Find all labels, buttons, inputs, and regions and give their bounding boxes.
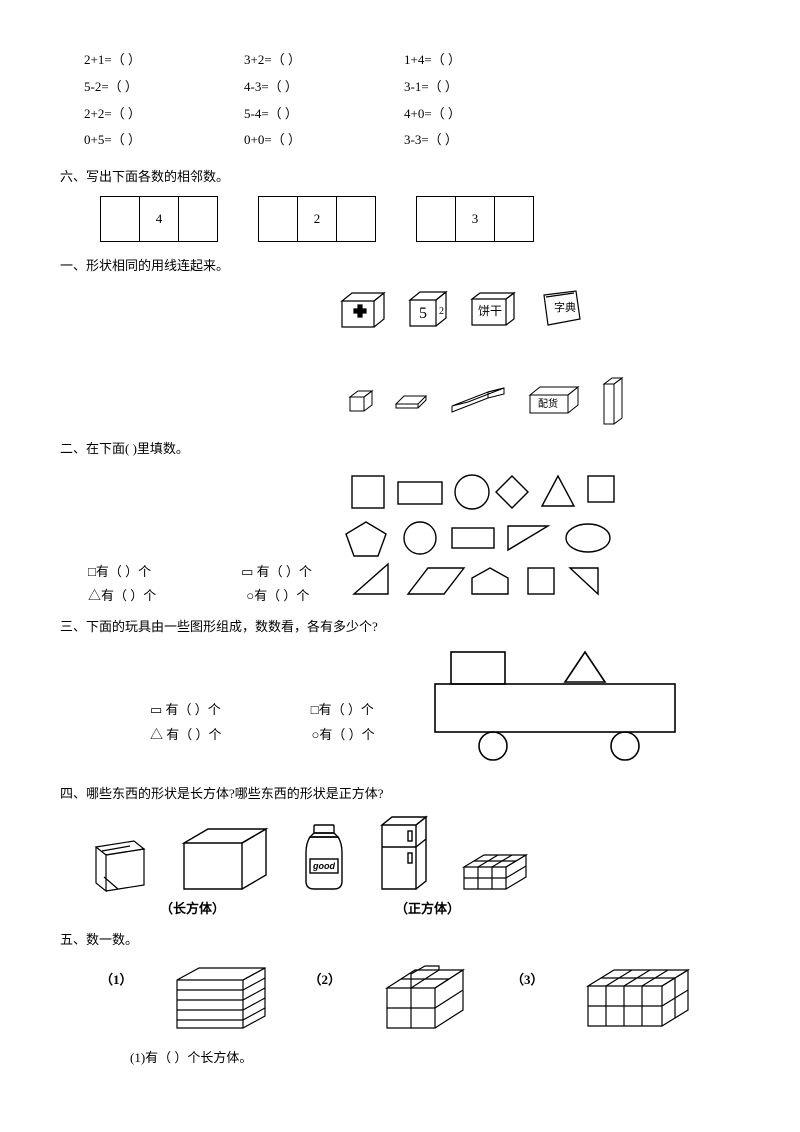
eq: 1+4=（ ） [404, 50, 564, 71]
medicine-box-icon [340, 289, 386, 329]
count-square: □有（ ）个 [311, 700, 374, 721]
toy-train-icon [425, 646, 685, 766]
slab-stack-icon [173, 966, 269, 1032]
eq: 3-1=（ ） [404, 77, 564, 98]
neighbor-row: 4 2 3 [100, 196, 740, 242]
eq: 0+5=（ ） [84, 130, 244, 151]
long-slant-box-icon [448, 386, 508, 416]
sec5-num3: （3） [511, 970, 544, 991]
jar-icon: good [300, 823, 348, 893]
count-rect: ▭ 有（ ）个 [241, 562, 312, 583]
eq: 3+2=（ ） [244, 50, 404, 71]
shapes-collection [332, 468, 672, 598]
svg-text:good: good [312, 861, 335, 871]
sec2-body: □有（ ）个 ▭ 有（ ）个 △有（ ）个 ○有（ ）个 [60, 468, 740, 608]
sec3-body: ▭ 有（ ）个 □有（ ）个 △ 有（ ）个 ○有（ ）个 [60, 646, 740, 766]
eq: 4-3=（ ） [244, 77, 404, 98]
eq: 5-2=（ ） [84, 77, 244, 98]
count-circle: ○有（ ）个 [246, 586, 309, 607]
sec5-title: 五、数一数。 [60, 930, 740, 951]
sec4-labels: （长方体） （正方体） [60, 899, 740, 920]
cube-grid-icon [584, 966, 694, 1032]
eq: 2+2=（ ） [84, 104, 244, 125]
cube-5-icon: 52 [406, 288, 450, 330]
count-circle: ○有（ ）个 [312, 725, 375, 746]
label-cube: （正方体） [395, 899, 460, 920]
sec1-title: 一、形状相同的用线连起来。 [60, 256, 740, 277]
eq: 3-3=（ ） [404, 130, 564, 151]
eq: 5-4=（ ） [244, 104, 404, 125]
small-cube-icon [348, 389, 374, 413]
sec5-sub: (1)有（ ）个长方体。 [130, 1048, 740, 1069]
count-square: □有（ ）个 [88, 562, 151, 583]
count-triangle: △ 有（ ）个 [150, 725, 222, 746]
cube-2x2-icon [381, 964, 471, 1034]
sec4-row: good [90, 815, 740, 893]
sec3-title: 三、下面的玩具由一些图形组成，数数看，各有多少个? [60, 617, 740, 638]
sec4-title: 四、哪些东西的形状是长方体?哪些东西的形状是正方体? [60, 784, 740, 805]
tile-icon [394, 392, 428, 410]
cube-stack-icon [460, 851, 530, 893]
sec6-title: 六、写出下面各数的相邻数。 [60, 167, 740, 188]
svg-text:配货: 配货 [538, 397, 558, 410]
svg-text:5: 5 [419, 305, 427, 322]
svg-text:2: 2 [439, 306, 444, 317]
neighbor-box: 2 [258, 196, 376, 242]
cuboid-icon [180, 825, 270, 893]
sec2-title: 二、在下面( )里填数。 [60, 439, 740, 460]
sec5-num1: （1） [100, 970, 133, 991]
count-rect: ▭ 有（ ）个 [150, 700, 221, 721]
equations-grid: 2+1=（ ） 3+2=（ ） 1+4=（ ） 5-2=（ ） 4-3=（ ） … [84, 50, 740, 151]
delivery-box-icon: 配货 [528, 385, 582, 417]
eq: 4+0=（ ） [404, 104, 564, 125]
eq: 0+0=（ ） [244, 130, 404, 151]
sec5-row: （1） （2） （3） [100, 964, 740, 1034]
cookie-box-icon: 饼干 [470, 289, 516, 329]
tall-prism-icon [602, 376, 624, 426]
count-triangle: △有（ ）个 [88, 586, 156, 607]
sec1-figures: 52 饼干 字典 配货 [340, 285, 740, 429]
eq: 2+1=（ ） [84, 50, 244, 71]
sec5-num2: （2） [309, 970, 342, 991]
neighbor-box: 3 [416, 196, 534, 242]
book-solid-icon [90, 837, 150, 893]
dictionary-icon: 字典 [536, 289, 582, 329]
svg-text:字典: 字典 [554, 300, 576, 314]
label-cuboid: （长方体） [160, 899, 225, 920]
svg-text:饼干: 饼干 [478, 304, 502, 318]
fridge-icon [378, 815, 430, 893]
neighbor-box: 4 [100, 196, 218, 242]
